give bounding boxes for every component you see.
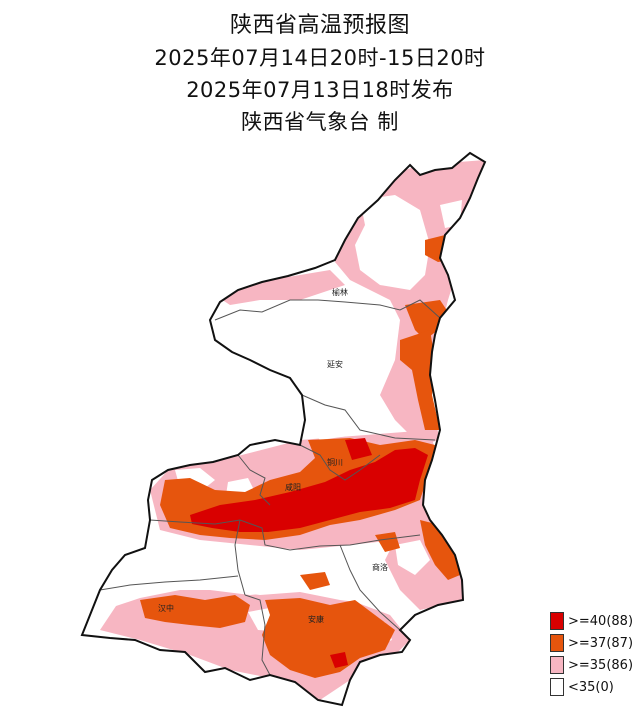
legend-label: <35(0) [568,679,614,695]
city-label-yanan: 延安 [327,359,343,369]
city-labels: 榆林 延安 铜川 咸阳 商洛 汉中 安康 [158,287,388,624]
legend-label: >=37(87) [568,635,634,651]
zone-40 [190,438,428,668]
legend-swatch [550,612,564,630]
city-label-hanzhong: 汉中 [158,603,174,613]
city-label-shangluo: 商洛 [372,562,388,572]
legend-label: >=40(88) [568,613,634,629]
zone-below-35 [105,195,462,648]
legend-item: >=37(87) [550,632,638,654]
legend-item: <35(0) [550,676,638,698]
issuer: 陕西省气象台 制 [241,110,399,134]
map-title-block: 陕西省高温预报图 2025年07月14日20时-15日20时 2025年07月1… [0,10,640,138]
city-borders [99,299,441,676]
city-label-xianyang: 咸阳 [285,482,301,492]
legend-item: >=40(88) [550,610,638,632]
legend: >=40(88) >=37(87) >=35(86) <35(0) [550,610,638,698]
legend-swatch [550,634,564,652]
issue-time: 2025年07月13日18时发布 [186,78,454,102]
city-label-yulin: 榆林 [332,287,348,297]
legend-swatch [550,656,564,674]
legend-label: >=35(86) [568,657,634,673]
forecast-period: 2025年07月14日20时-15日20时 [154,46,486,70]
map-title: 陕西省高温预报图 [229,13,410,38]
legend-item: >=35(86) [550,654,638,676]
city-label-ankang: 安康 [308,614,324,624]
city-label-tongchuan: 铜川 [327,457,343,467]
legend-swatch [550,678,564,696]
temperature-zones [100,160,485,700]
